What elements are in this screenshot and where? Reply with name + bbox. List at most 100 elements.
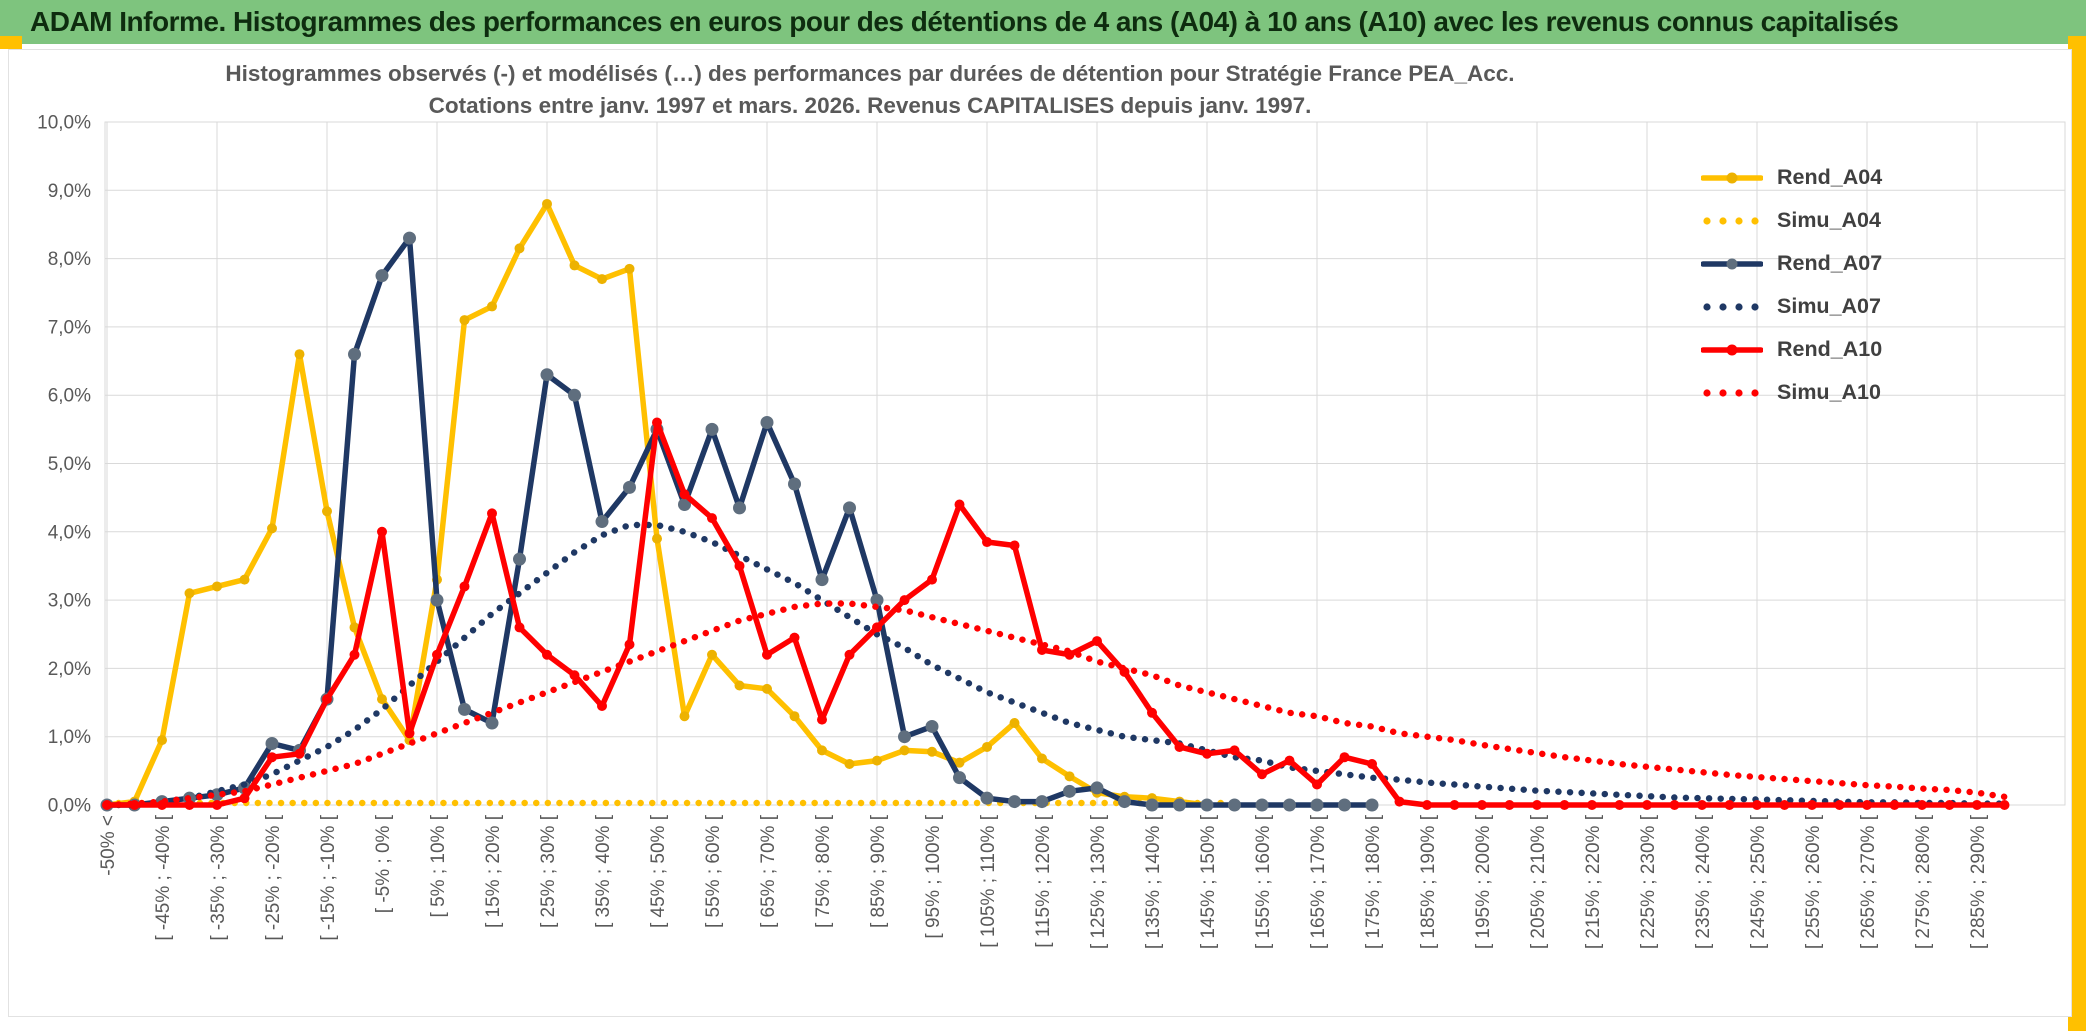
marker-Rend_A07: [1283, 798, 1296, 812]
y-tick-label: 6,0%: [48, 386, 91, 407]
marker-Rend_A10: [1422, 800, 1432, 810]
x-tick-label: [ 135% ; 140% [: [1143, 814, 1164, 949]
marker-Rend_A10: [1367, 759, 1377, 770]
marker-Rend_A04: [184, 588, 195, 599]
marker-Rend_A04: [349, 622, 360, 633]
marker-Rend_A07: [1035, 795, 1049, 809]
marker-Rend_A04: [459, 315, 470, 326]
marker-Rend_A10: [1724, 800, 1735, 810]
chart-title-line2: Cotations entre janv. 1997 et mars. 2026…: [428, 93, 1312, 118]
banner-accent-left: [0, 36, 22, 49]
marker-Rend_A10: [899, 595, 910, 606]
marker-Rend_A07: [1090, 781, 1104, 795]
legend-dot: [1703, 388, 1711, 397]
vertical-gridlines: [106, 122, 1978, 805]
marker-Rend_A10: [459, 581, 470, 592]
marker-Rend_A07: [568, 388, 581, 402]
legend-marker: [1726, 344, 1738, 355]
legend-marker: [1726, 172, 1738, 183]
marker-Rend_A10: [294, 748, 305, 759]
marker-Rend_A07: [1365, 798, 1379, 812]
x-tick-label: [ 65% ; 70% [: [758, 814, 779, 928]
marker-Rend_A10: [872, 622, 882, 633]
marker-Rend_A07: [1228, 798, 1241, 812]
marker-Rend_A07: [733, 501, 746, 515]
marker-Rend_A04: [157, 735, 167, 746]
marker-Rend_A07: [540, 368, 554, 382]
legend-swatch-Simu_A04: [1703, 216, 1759, 225]
marker-Rend_A04: [487, 301, 497, 312]
marker-Rend_A10: [1614, 800, 1625, 810]
marker-Rend_A07: [898, 730, 911, 744]
x-tick-label: [ -35% ; -30% [: [208, 814, 229, 940]
banner-title: ADAM Informe. Histogrammes des performan…: [30, 6, 1899, 37]
marker-Rend_A10: [1834, 800, 1845, 810]
legend-item-Simu_A07[interactable]: Simu_A07: [1701, 285, 1882, 328]
x-tick-label: [ 245% ; 250% [: [1748, 814, 1769, 949]
marker-Rend_A10: [652, 417, 662, 428]
marker-Rend_A04: [322, 506, 332, 517]
legend-dot: [1703, 302, 1711, 311]
legend-item-Rend_A04[interactable]: Rend_A04: [1701, 156, 1882, 199]
series-Rend_A04: [102, 198, 1212, 810]
marker-Rend_A10: [679, 489, 690, 500]
legend-item-Rend_A07[interactable]: Rend_A07: [1701, 242, 1882, 285]
x-tick-label: [ 95% ; 100% [: [923, 814, 944, 938]
legend-swatch-Rend_A10: [1701, 344, 1763, 355]
x-tick-label: [ 185% ; 190% [: [1418, 814, 1439, 949]
x-tick-label: [ 255% ; 260% [: [1803, 814, 1824, 949]
y-tick-label: 10,0%: [37, 113, 91, 134]
legend-item-Rend_A10[interactable]: Rend_A10: [1701, 328, 1882, 371]
marker-Rend_A10: [569, 670, 580, 681]
marker-Rend_A10: [762, 649, 772, 660]
legend-dot: [1735, 216, 1743, 225]
marker-Rend_A04: [1037, 753, 1047, 764]
marker-Rend_A07: [705, 422, 719, 436]
x-tick-label: [ 125% ; 130% [: [1088, 814, 1109, 949]
x-tick-label: [ 205% ; 210% [: [1528, 814, 1549, 949]
line-Rend_A10: [104, 419, 2008, 808]
marker-Rend_A10: [1669, 800, 1680, 810]
legend-item-Simu_A04[interactable]: Simu_A04: [1701, 199, 1882, 242]
marker-Rend_A07: [1255, 798, 1269, 812]
x-tick-label: [ 55% ; 60% [: [703, 814, 724, 928]
chart-legend: Rend_A04 Simu_A04 Rend_A07 Simu_A07 Rend_A10…: [1701, 156, 1882, 414]
marker-Rend_A10: [1257, 769, 1267, 780]
legend-item-Simu_A10[interactable]: Simu_A10: [1701, 371, 1882, 414]
marker-Rend_A10: [514, 622, 525, 633]
marker-Rend_A10: [597, 700, 607, 711]
marker-Rend_A10: [1917, 800, 1927, 810]
marker-Rend_A04: [377, 694, 387, 705]
marker-Rend_A10: [982, 537, 992, 548]
legend-dot: [1751, 302, 1759, 311]
marker-Rend_A10: [377, 526, 387, 537]
x-tick-label: [ 115% ; 120% [: [1033, 814, 1054, 947]
legend-label: Simu_A04: [1777, 208, 1881, 232]
legend-label: Simu_A07: [1777, 294, 1881, 318]
marker-Rend_A04: [652, 533, 662, 544]
marker-Rend_A04: [239, 574, 250, 585]
marker-Rend_A04: [569, 260, 580, 271]
marker-Rend_A07: [265, 737, 279, 751]
x-tick-label: [ 155% ; 160% [: [1253, 814, 1274, 949]
marker-Rend_A10: [734, 560, 745, 571]
marker-Rend_A04: [817, 745, 827, 756]
legend-dot: [1719, 302, 1727, 311]
marker-Rend_A10: [844, 649, 855, 660]
marker-Rend_A07: [485, 716, 499, 730]
legend-dot: [1719, 388, 1727, 397]
marker-Rend_A04: [624, 263, 635, 274]
marker-Rend_A07: [430, 593, 444, 607]
marker-Rend_A10: [789, 632, 800, 643]
marker-Rend_A07: [1338, 798, 1351, 812]
marker-Rend_A10: [1202, 748, 1212, 759]
y-tick-label: 4,0%: [48, 522, 91, 543]
marker-Rend_A04: [899, 745, 910, 756]
marker-Rend_A07: [925, 719, 939, 733]
marker-Rend_A10: [1284, 755, 1295, 766]
marker-Rend_A07: [843, 501, 856, 515]
marker-Rend_A10: [1009, 540, 1020, 551]
marker-Rend_A10: [1147, 707, 1157, 718]
marker-Rend_A04: [679, 711, 690, 722]
